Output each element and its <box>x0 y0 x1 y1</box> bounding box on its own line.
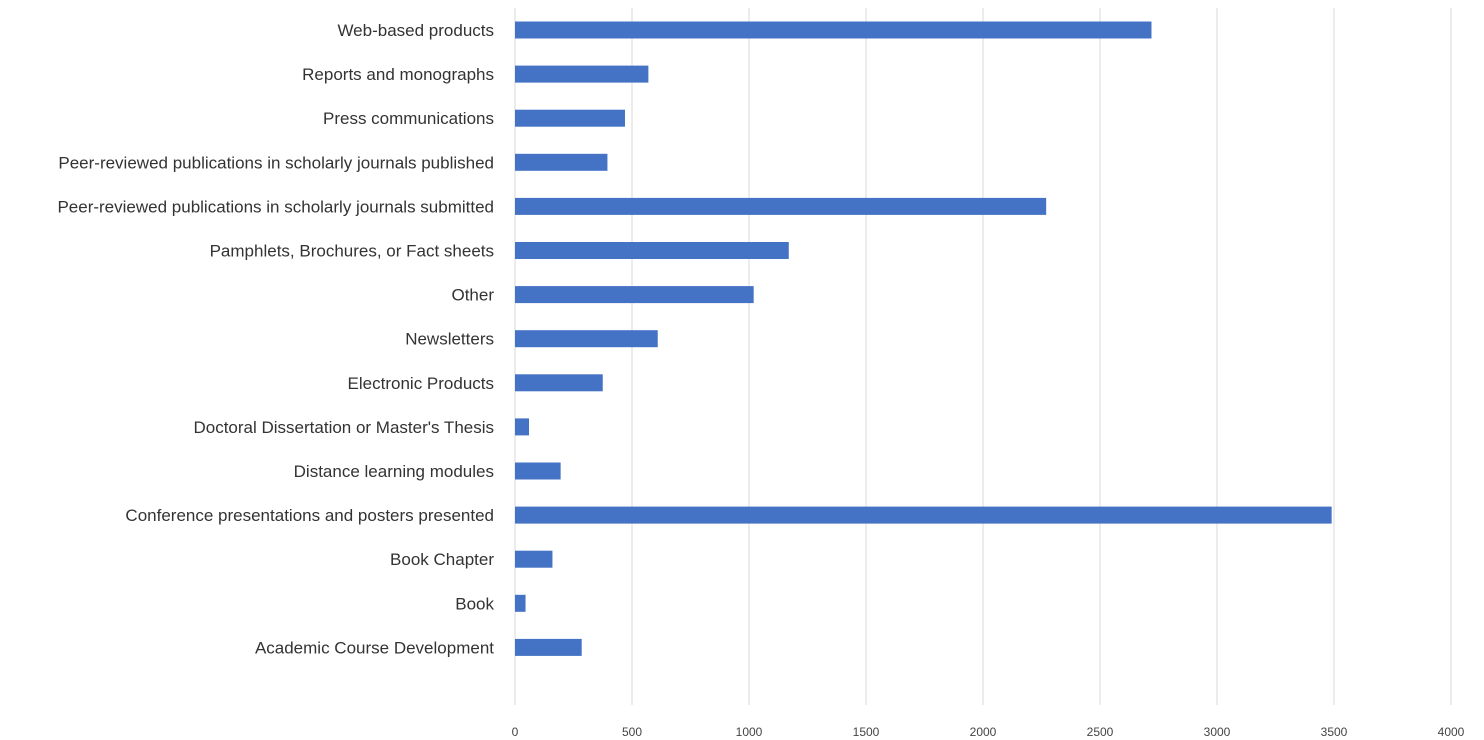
bar-pamphlets-brochures-or-fact-sheets <box>515 242 789 259</box>
bar-reports-and-monographs <box>515 65 649 83</box>
bar-electronic-products <box>515 374 603 392</box>
bar-other <box>515 286 754 304</box>
bars <box>515 21 1332 656</box>
category-labels: Web-based products Reports and monographs… <box>57 21 494 657</box>
category-label-press-communications: Press communications <box>323 109 494 128</box>
category-label-conference-presentations-and-posters-presented: Conference presentations and posters pre… <box>125 506 494 525</box>
category-label-pamphlets-brochures-or-fact-sheets: Pamphlets, Brochures, or Fact sheets <box>210 242 494 261</box>
category-label-web-based-products: Web-based products <box>337 21 494 40</box>
category-label-newsletters: Newsletters <box>405 330 494 349</box>
bar-newsletters <box>515 330 658 348</box>
x-tick-label-0: 0 <box>512 725 519 739</box>
x-axis-tick-labels: 0 500 1000 1500 2000 2500 3000 3500 4000 <box>512 725 1465 739</box>
category-label-book: Book <box>455 594 494 613</box>
bar-press-communications <box>515 109 625 127</box>
x-tick-label-500: 500 <box>622 725 642 739</box>
bar-distance-learning-modules <box>515 462 561 480</box>
x-tick-label-2500: 2500 <box>1087 725 1114 739</box>
category-label-reports-and-monographs: Reports and monographs <box>302 65 494 84</box>
x-tick-label-4000: 4000 <box>1438 725 1465 739</box>
bar-doctoral-dissertation-or-master-s-thesis <box>515 418 530 436</box>
bar-peer-reviewed-publications-in-scholarly-journals-submitted <box>515 197 1047 215</box>
bar-book-chapter <box>515 550 553 568</box>
category-label-distance-learning-modules: Distance learning modules <box>294 462 494 481</box>
category-label-book-chapter: Book Chapter <box>390 550 494 569</box>
x-tick-label-1500: 1500 <box>853 725 880 739</box>
x-tick-label-3000: 3000 <box>1204 725 1231 739</box>
category-label-doctoral-dissertation-or-master-s-thesis: Doctoral Dissertation or Master's Thesis <box>193 418 494 437</box>
category-label-electronic-products: Electronic Products <box>348 374 494 393</box>
category-label-peer-reviewed-publications-in-scholarly-journals-published: Peer-reviewed publications in scholarly … <box>58 153 494 172</box>
bar-peer-reviewed-publications-in-scholarly-journals-published <box>515 153 608 171</box>
x-tick-label-2000: 2000 <box>970 725 997 739</box>
gridlines <box>514 8 1452 705</box>
category-label-academic-course-development: Academic Course Development <box>255 638 494 657</box>
x-tick-label-1000: 1000 <box>736 725 763 739</box>
category-label-peer-reviewed-publications-in-scholarly-journals-submitted: Peer-reviewed publications in scholarly … <box>57 197 494 216</box>
bar-web-based-products <box>515 21 1152 39</box>
bar-book <box>515 594 526 612</box>
bar-academic-course-development <box>515 638 582 656</box>
bar-conference-presentations-and-posters-presented <box>515 506 1332 524</box>
x-tick-label-3500: 3500 <box>1321 725 1348 739</box>
category-label-other: Other <box>451 286 494 305</box>
